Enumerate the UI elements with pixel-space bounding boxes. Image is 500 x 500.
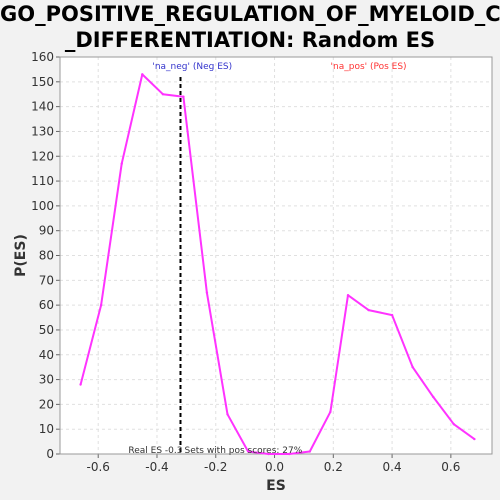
y-tick-label: 50 bbox=[39, 323, 54, 337]
real-es-text: Real ES -0.3 bbox=[128, 446, 182, 456]
x-tick-label: -0.2 bbox=[204, 460, 227, 474]
data-point bbox=[267, 452, 270, 456]
data-point bbox=[329, 410, 332, 414]
pos-es-label: 'na_pos' (Pos ES) bbox=[331, 62, 407, 72]
y-tick-label: 120 bbox=[31, 149, 54, 163]
y-tick-label: 160 bbox=[31, 50, 54, 64]
y-tick-label: 90 bbox=[39, 224, 54, 238]
pos-scores-text: Sets with pos scores: 27% bbox=[184, 446, 302, 456]
data-point bbox=[452, 423, 455, 426]
chart-title: GO_POSITIVE_REGULATION_OF_MYELOID_CELL _… bbox=[0, 1, 500, 79]
x-tick-label: -0.4 bbox=[145, 460, 168, 474]
data-point bbox=[432, 395, 435, 399]
y-tick-label: 60 bbox=[39, 298, 54, 312]
x-tick-label: -0.6 bbox=[86, 460, 109, 474]
data-point bbox=[308, 450, 311, 453]
data-point bbox=[288, 452, 291, 456]
y-tick-label: 80 bbox=[39, 249, 54, 263]
series-layer bbox=[79, 73, 476, 456]
y-tick-label: 10 bbox=[39, 422, 54, 436]
data-point bbox=[182, 95, 185, 98]
data-point bbox=[411, 365, 414, 369]
y-tick-label: 140 bbox=[31, 100, 54, 114]
x-tick-label: 0.2 bbox=[324, 460, 343, 474]
y-tick-label: 150 bbox=[31, 75, 54, 89]
data-point bbox=[226, 413, 229, 416]
y-axis-title: P(ES) bbox=[13, 234, 29, 277]
data-point bbox=[120, 162, 123, 165]
annotation-layer: 'na_neg' (Neg ES) 'na_pos' (Pos ES) Real E… bbox=[128, 62, 406, 456]
chart-title-line1: GO_POSITIVE_REGULATION_OF_MYELOID_CELL bbox=[0, 2, 500, 26]
axes: 0 10 20 30 40 50 60 70 80 90 100 110 120 130 140 150 160… bbox=[13, 50, 493, 494]
y-tick-label: 70 bbox=[39, 273, 54, 287]
x-tick-label: 0.4 bbox=[383, 460, 402, 474]
y-tick-label: 110 bbox=[31, 174, 54, 188]
data-point bbox=[205, 291, 209, 294]
data-point bbox=[99, 303, 103, 307]
data-point bbox=[473, 437, 476, 441]
y-tick-label: 0 bbox=[46, 447, 54, 461]
y-tick-label: 30 bbox=[39, 373, 54, 387]
neg-es-label: 'na_neg' (Neg ES) bbox=[152, 62, 232, 72]
y-tick-label: 100 bbox=[31, 199, 54, 213]
x-axis-title: ES bbox=[266, 478, 286, 494]
data-point bbox=[79, 383, 82, 386]
data-point bbox=[246, 450, 250, 453]
data-point bbox=[346, 294, 350, 297]
y-tick-label: 130 bbox=[31, 124, 54, 138]
data-point bbox=[141, 73, 144, 76]
y-tick-label: 40 bbox=[39, 348, 54, 362]
series-line bbox=[79, 73, 475, 455]
data-point bbox=[390, 313, 394, 317]
x-tick-label: 0.6 bbox=[441, 460, 460, 474]
data-point bbox=[161, 93, 165, 96]
x-tick-label: 0.0 bbox=[265, 460, 284, 474]
y-tick-label: 20 bbox=[39, 397, 54, 411]
data-point bbox=[367, 308, 370, 312]
